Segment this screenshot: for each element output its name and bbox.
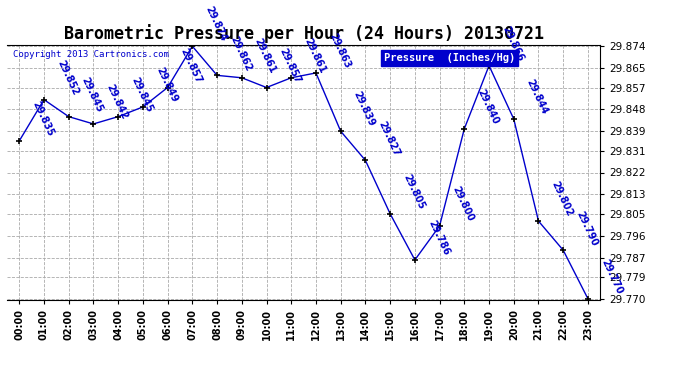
Text: 29.857: 29.857 (277, 46, 303, 85)
Text: 29.839: 29.839 (352, 90, 377, 128)
Text: 29.852: 29.852 (55, 58, 80, 97)
Text: Copyright 2013 Cartronics.com: Copyright 2013 Cartronics.com (13, 50, 169, 59)
Text: 29.790: 29.790 (574, 209, 599, 248)
Text: 29.866: 29.866 (500, 24, 525, 63)
Text: 29.840: 29.840 (475, 88, 500, 126)
Text: 29.770: 29.770 (599, 258, 624, 296)
Text: 29.835: 29.835 (30, 100, 55, 138)
Text: 29.842: 29.842 (105, 83, 130, 121)
Text: 29.861: 29.861 (302, 37, 327, 75)
Text: 29.805: 29.805 (402, 172, 426, 211)
Text: 29.845: 29.845 (129, 75, 155, 114)
Text: 29.786: 29.786 (426, 219, 451, 257)
Title: Barometric Pressure per Hour (24 Hours) 20130721: Barometric Pressure per Hour (24 Hours) … (63, 24, 544, 44)
Text: 29.862: 29.862 (228, 34, 253, 73)
Text: Pressure  (Inches/Hg): Pressure (Inches/Hg) (384, 53, 515, 63)
Text: 29.844: 29.844 (525, 78, 550, 116)
Text: 29.827: 29.827 (377, 119, 402, 158)
Text: 29.800: 29.800 (451, 185, 475, 223)
Text: 29.863: 29.863 (327, 32, 352, 70)
Text: 29.845: 29.845 (80, 75, 105, 114)
Text: 29.849: 29.849 (154, 66, 179, 104)
Text: 29.802: 29.802 (550, 180, 575, 218)
Text: 29.874: 29.874 (204, 5, 228, 44)
Text: 29.857: 29.857 (179, 46, 204, 85)
Text: 29.861: 29.861 (253, 37, 278, 75)
